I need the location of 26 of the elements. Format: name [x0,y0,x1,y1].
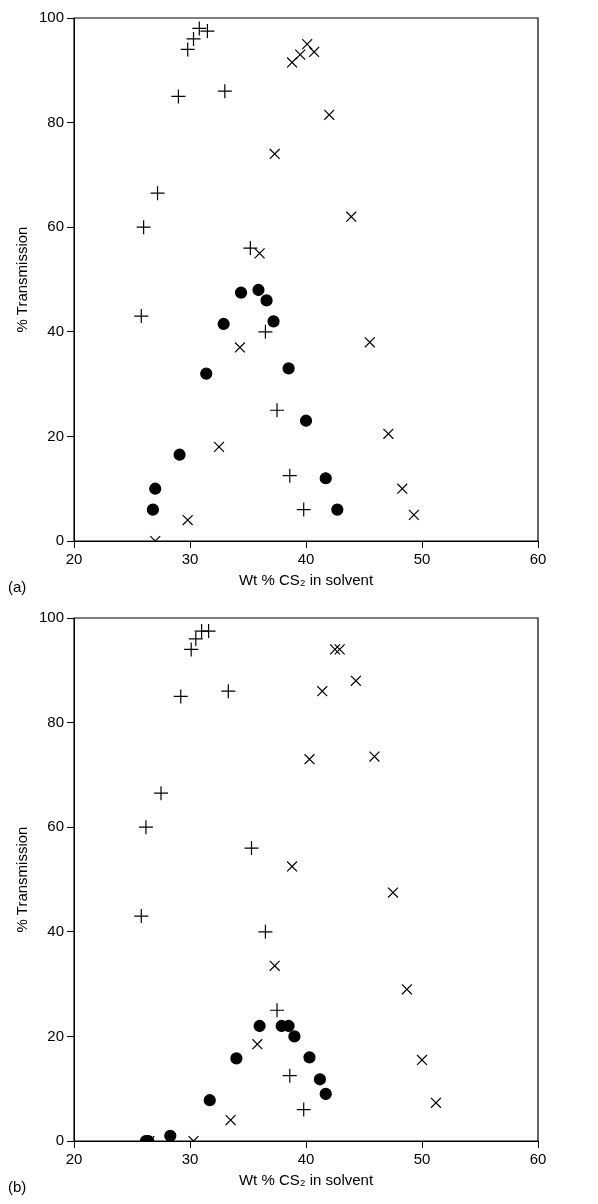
y-tick-label: 0 [55,1131,65,1149]
x-tick-label: 40 [297,1150,315,1168]
y-tick-label: 40 [47,921,65,939]
y-tick-label: 100 [39,8,65,26]
y-axis-title: % Transmission [13,226,31,333]
y-tick-label: 0 [55,531,65,549]
y-axis-title: % Transmission [13,826,31,933]
y-tick-label: 60 [47,817,65,835]
x-tick-label: 40 [297,550,315,568]
x-tick-label: 30 [181,550,199,568]
x-axis-title: Wt % CS₂ in solvent [238,1171,374,1189]
y-tick-label: 20 [47,1026,65,1044]
text: (a) [8,578,27,595]
y-tick-label: 60 [47,217,65,235]
x-axis-title: Wt % CS₂ in solvent [238,571,374,589]
x-tick-label: 50 [413,1150,431,1168]
x-tick-label: 60 [529,1150,547,1168]
y-tick-label: 80 [47,112,65,130]
y-tick-label: 100 [39,608,65,626]
x-tick-label: 60 [529,550,547,568]
y-tick-label: 80 [47,712,65,730]
y-tick-label: 20 [47,426,65,444]
y-tick-label: 40 [47,321,65,339]
x-tick-label: 50 [413,550,431,568]
x-tick-label: 30 [181,1150,199,1168]
text: (b) [8,1178,27,1195]
